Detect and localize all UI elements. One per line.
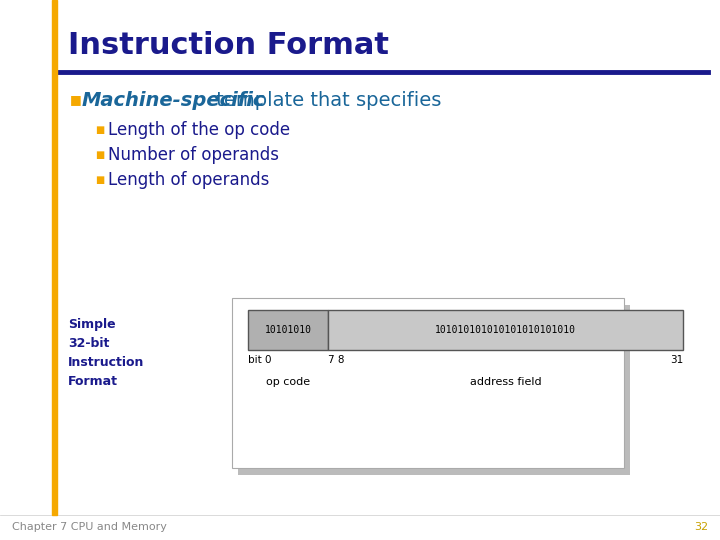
Bar [52,0,57,515]
Text: address field: address field [469,377,541,387]
Bar [232,298,624,468]
Text: template that specifies: template that specifies [210,91,441,110]
Text: Simple
32-bit
Instruction
Format: Simple 32-bit Instruction Format [68,318,145,388]
Text: ■: ■ [70,93,82,106]
Text: ■: ■ [95,150,104,160]
Text: Number of operands: Number of operands [108,146,279,164]
Text: 31: 31 [670,355,683,365]
Text: ■: ■ [95,175,104,185]
Bar [238,305,630,475]
Bar [328,310,683,350]
Text: 101010101010101010101010: 101010101010101010101010 [435,325,576,335]
Text: Length of the op code: Length of the op code [108,121,290,139]
Text: Instruction Format: Instruction Format [68,30,389,59]
Text: op code: op code [266,377,310,387]
Text: Length of operands: Length of operands [108,171,269,189]
Text: 10101010: 10101010 [264,325,312,335]
Text: Machine-specific: Machine-specific [82,91,266,110]
Text: bit 0: bit 0 [248,355,271,365]
Text: 7 8: 7 8 [328,355,344,365]
Bar [248,310,328,350]
Text: 32: 32 [694,522,708,532]
Text: Chapter 7 CPU and Memory: Chapter 7 CPU and Memory [12,522,167,532]
Text: ■: ■ [95,125,104,135]
